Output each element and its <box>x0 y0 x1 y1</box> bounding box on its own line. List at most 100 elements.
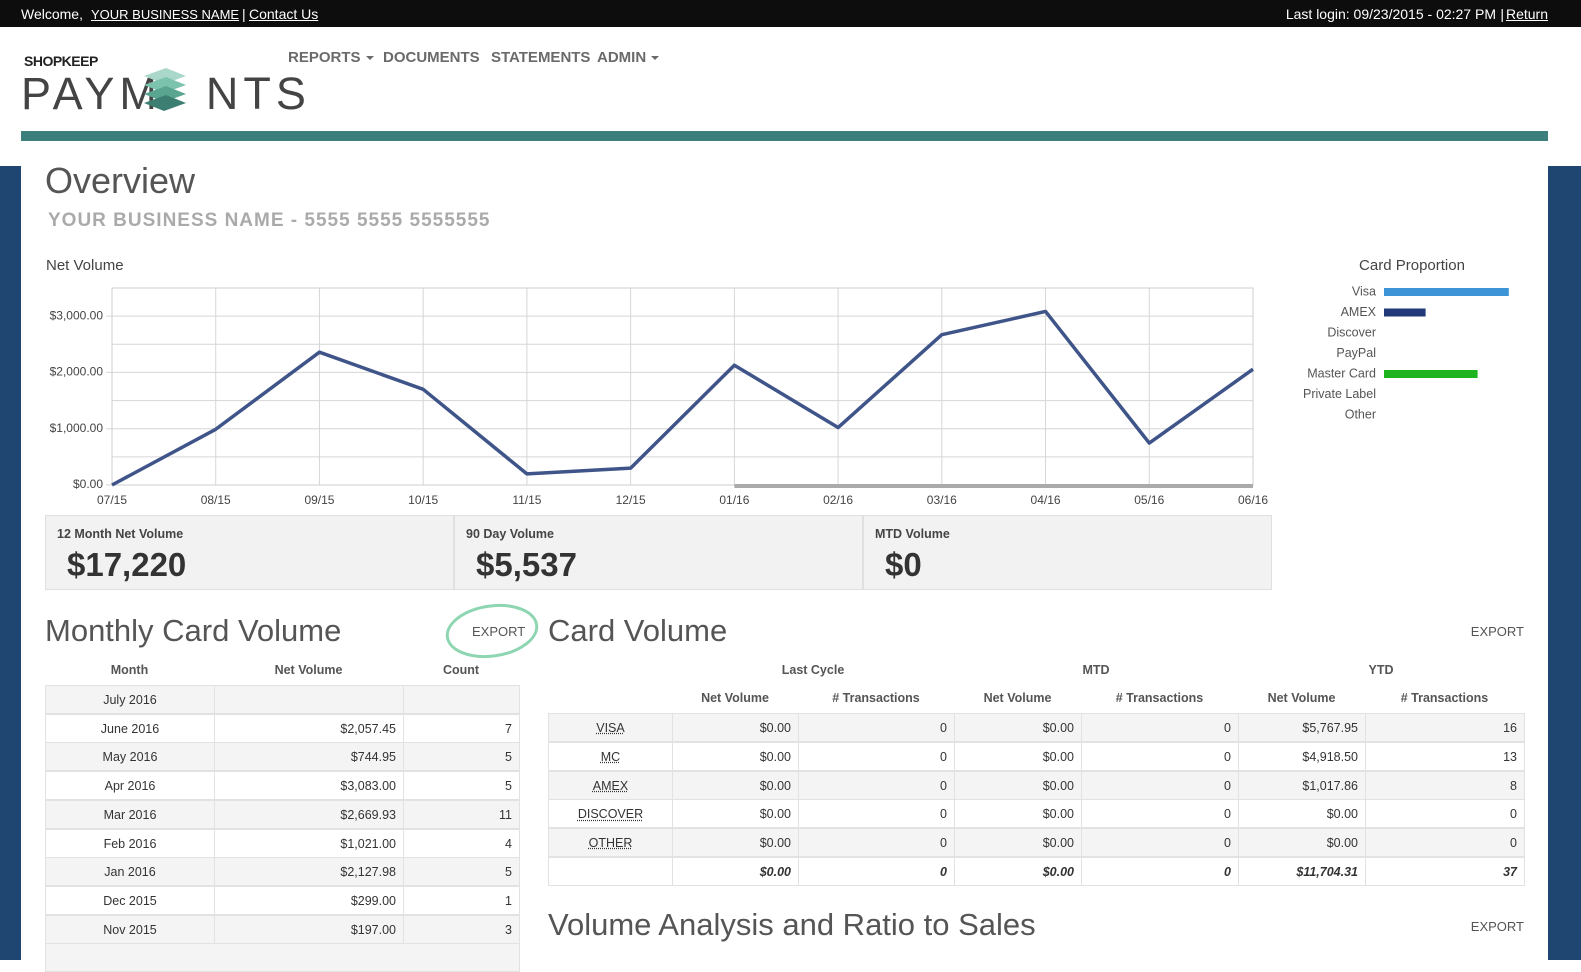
welcome-text: Welcome, <box>21 6 83 22</box>
table-cell: DISCOVER <box>548 799 673 829</box>
column-header: # Transactions <box>1400 691 1489 705</box>
table-cell: Dec 2015 <box>45 885 215 915</box>
page-title: Overview <box>45 160 196 201</box>
summary-value: $17,220 <box>67 546 187 583</box>
header-rule <box>21 131 1548 141</box>
column-header: Net Volume <box>983 691 1052 705</box>
separator: | <box>242 6 246 22</box>
table-cell: $0.00 <box>954 713 1082 742</box>
column-header: Net Volume <box>1267 691 1336 705</box>
table-cell: 5 <box>403 771 520 801</box>
table-cell: $0.00 <box>672 828 799 858</box>
section-title: Volume Analysis and Ratio to Sales <box>548 907 1036 942</box>
table-cell: 0 <box>798 741 955 771</box>
side-background <box>0 166 21 960</box>
table-cell: 0 <box>1081 799 1239 829</box>
logo-brand: SHOPKEEP <box>24 53 98 69</box>
summary-value: $5,537 <box>476 546 577 583</box>
nav-item[interactable]: DOCUMENTS <box>383 49 480 66</box>
business-name[interactable]: YOUR BUSINESS NAME <box>91 7 240 22</box>
table-cell: 0 <box>1081 857 1239 886</box>
table-cell: 0 <box>1081 713 1239 742</box>
table-cell: 0 <box>798 770 955 800</box>
group-header: Last Cycle <box>781 663 845 677</box>
table-cell: Mar 2016 <box>45 799 215 829</box>
table-cell: 37 <box>1365 857 1525 886</box>
export-button[interactable]: EXPORT <box>1470 919 1524 934</box>
table-cell: 0 <box>1365 799 1525 829</box>
column-header: Month <box>110 663 149 677</box>
nav-label: ADMIN <box>597 49 647 66</box>
table-cell: 8 <box>1365 770 1525 800</box>
top-bar: Welcome, YOUR BUSINESS NAME | Contact Us… <box>0 0 1581 27</box>
column-header: # Transactions <box>832 691 920 705</box>
summary-box: MTD Volume $0 <box>863 515 1272 590</box>
table-cell: 0 <box>798 857 955 886</box>
table-cell: $1,017.86 <box>1238 770 1366 800</box>
table-cell: 13 <box>1365 741 1525 771</box>
summary-label: 12 Month Net Volume <box>57 527 184 541</box>
table-cell <box>214 685 404 714</box>
table-cell: $0.00 <box>672 713 799 742</box>
page-subtitle: YOUR BUSINESS NAME - 5555 5555 5555555 <box>48 210 491 231</box>
logo-layer <box>144 95 186 111</box>
column-header: # Transactions <box>1115 691 1204 705</box>
summary-value: $0 <box>885 546 922 583</box>
table-cell: MC <box>548 741 673 771</box>
group-header: YTD <box>1368 663 1394 677</box>
table-cell: $0.00 <box>672 799 799 829</box>
table-cell: $0.00 <box>954 828 1082 858</box>
logo-layer <box>144 68 186 84</box>
separator: | <box>1500 6 1504 22</box>
table-cell: $0.00 <box>672 857 799 886</box>
logo-layer <box>144 86 186 102</box>
table-cell: OTHER <box>548 828 673 858</box>
table-cell: $5,767.95 <box>1238 713 1366 742</box>
table-cell: $0.00 <box>954 857 1082 886</box>
return-link[interactable]: Return <box>1505 6 1548 22</box>
group-header: MTD <box>1082 663 1110 677</box>
section-title: Card Volume <box>548 613 728 648</box>
logo-icon <box>144 68 186 111</box>
table-cell: 5 <box>403 742 520 772</box>
table-cell: Apr 2016 <box>45 771 215 801</box>
table-cell: $0.00 <box>1238 828 1366 858</box>
table-cell: 0 <box>1081 828 1239 858</box>
table-cell: 0 <box>1081 741 1239 771</box>
summary-box: 12 Month Net Volume $17,220 <box>45 515 454 590</box>
nav-item[interactable]: STATEMENTS <box>491 49 591 66</box>
section-title: Monthly Card Volume <box>45 613 342 648</box>
table-cell: VISA <box>548 713 673 742</box>
table-cell: $0.00 <box>672 770 799 800</box>
table-cell: AMEX <box>548 770 673 800</box>
side-background <box>1548 166 1581 960</box>
column-header: Net Volume <box>274 663 343 677</box>
table-cell: 3 <box>403 914 520 944</box>
table-cell: Feb 2016 <box>45 828 215 858</box>
table-cell: $744.95 <box>214 742 404 772</box>
table-cell <box>548 857 673 886</box>
logo-text: PAYM <box>21 68 162 119</box>
logo-text: NTS <box>205 68 311 119</box>
contact-link[interactable]: Contact Us <box>249 6 319 22</box>
logo-product[interactable]: PAYM NTS <box>21 68 311 120</box>
export-button[interactable]: EXPORT <box>472 624 526 639</box>
table-cell: $2,669.93 <box>214 799 404 829</box>
table-cell: $1,021.00 <box>214 828 404 858</box>
table-cell: 0 <box>1081 770 1239 800</box>
table-cell: June 2016 <box>45 713 215 743</box>
table-cell: $3,083.00 <box>214 771 404 801</box>
table-cell: $299.00 <box>214 885 404 915</box>
table-cell: 0 <box>798 828 955 858</box>
nav-item[interactable]: REPORTS <box>288 49 374 66</box>
table-cell: Jan 2016 <box>45 857 215 887</box>
export-button[interactable]: EXPORT <box>1470 624 1524 639</box>
table-cell: 4 <box>403 828 520 858</box>
table-cell: May 2016 <box>45 742 215 772</box>
nav-item[interactable]: ADMIN <box>597 49 660 66</box>
table-cell: $0.00 <box>954 741 1082 771</box>
column-header: Net Volume <box>701 691 769 705</box>
table-cell: $11,704.31 <box>1238 857 1366 886</box>
